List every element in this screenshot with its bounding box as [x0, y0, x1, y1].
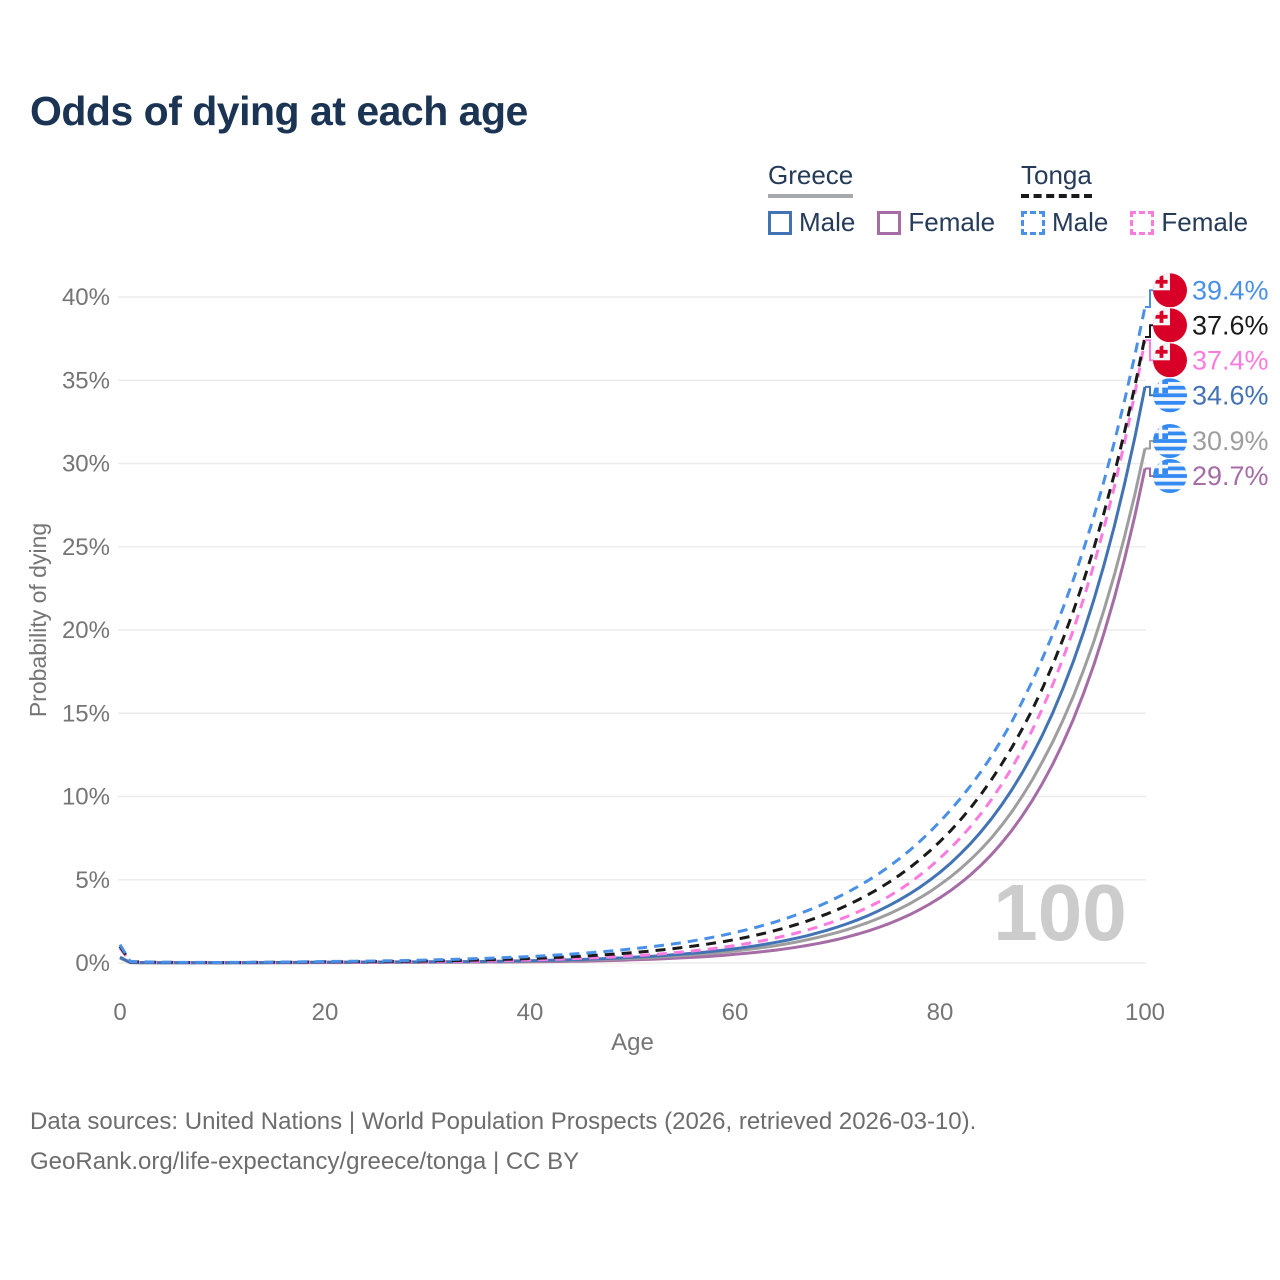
legend-tonga-female-label: Female [1161, 207, 1249, 237]
label-connector [1145, 339, 1154, 362]
greece-female-swatch-icon [877, 210, 902, 235]
y-tick-label: 0% [75, 950, 110, 977]
y-tick-label: 20% [62, 617, 110, 644]
legend-items-greece: Male Female [768, 207, 995, 238]
legend-greece-male-label: Male [799, 207, 856, 237]
y-axis-title: Probability of dying [25, 523, 51, 717]
series-end-label: 37.6% [1192, 310, 1269, 340]
series-line-tonga-both [118, 336, 1147, 965]
x-tick-label: 80 [927, 999, 954, 1026]
legend-greece-female-label: Female [908, 207, 996, 237]
series-end-label: 39.4% [1192, 275, 1269, 305]
x-axis-title: Age [611, 1029, 654, 1056]
attribution-text: GeoRank.org/life-expectancy/greece/tonga… [30, 1148, 580, 1175]
legend-items-tonga: Male Female [1021, 207, 1248, 238]
y-tick-label: 25% [62, 534, 110, 561]
legend-greece-header: Greece [768, 160, 854, 198]
series-line-tonga-male [118, 306, 1147, 964]
series-end-label: 30.9% [1192, 426, 1269, 456]
data-sources-text: Data sources: United Nations | World Pop… [30, 1108, 977, 1135]
greece-male-swatch-icon [768, 210, 792, 235]
y-tick-label: 40% [62, 284, 110, 311]
label-connector [1145, 324, 1154, 338]
legend-item-greece-male: Male [768, 207, 855, 238]
series-line-tonga-female [118, 340, 1147, 965]
greece-flag-icon [1153, 459, 1187, 494]
tonga-flag-icon [1153, 343, 1187, 378]
x-tick-label: 60 [722, 999, 749, 1026]
legend-item-tonga-male: Male [1021, 207, 1108, 238]
label-connector [1145, 467, 1154, 477]
x-tick-label: 40 [517, 999, 544, 1026]
legend-item-greece-female: Female [877, 207, 995, 238]
series-end-label: 29.7% [1192, 461, 1269, 491]
x-tick-label: 100 [1125, 999, 1165, 1026]
y-tick-label: 5% [75, 867, 110, 894]
legend-item-tonga-female: Female [1130, 207, 1248, 238]
tonga-male-swatch-icon [1021, 210, 1045, 235]
page-title: Odds of dying at each age [30, 88, 528, 134]
tonga-female-swatch-icon [1130, 210, 1155, 235]
max-age-watermark: 100 [993, 868, 1126, 957]
y-tick-label: 30% [62, 451, 110, 478]
tonga-flag-icon [1153, 308, 1187, 343]
legend-group-greece: Greece Male Female [768, 160, 995, 238]
chart-footer: Data sources: United Nations | World Pop… [30, 1102, 976, 1182]
greece-flag-icon [1153, 424, 1187, 459]
series-line-greece-male [119, 386, 1147, 965]
label-connector [1145, 385, 1154, 397]
greece-flag-icon [1153, 378, 1187, 413]
y-tick-label: 10% [62, 784, 110, 811]
y-tick-label: 35% [62, 367, 110, 394]
y-tick-label: 15% [62, 700, 110, 727]
label-connector [1145, 440, 1154, 450]
series-end-label: 34.6% [1192, 380, 1269, 410]
tonga-flag-icon [1153, 273, 1187, 308]
series-line-greece-female [119, 468, 1147, 965]
label-connector [1145, 289, 1154, 308]
legend-group-tonga: Tonga Male Female [1021, 160, 1248, 238]
legend-tonga-header: Tonga [1021, 160, 1092, 198]
series-end-label: 37.4% [1192, 345, 1269, 375]
series-line-greece-both [119, 448, 1147, 965]
x-tick-label: 0 [113, 999, 126, 1026]
x-tick-label: 20 [312, 999, 339, 1026]
legend-tonga-male-label: Male [1052, 207, 1109, 237]
